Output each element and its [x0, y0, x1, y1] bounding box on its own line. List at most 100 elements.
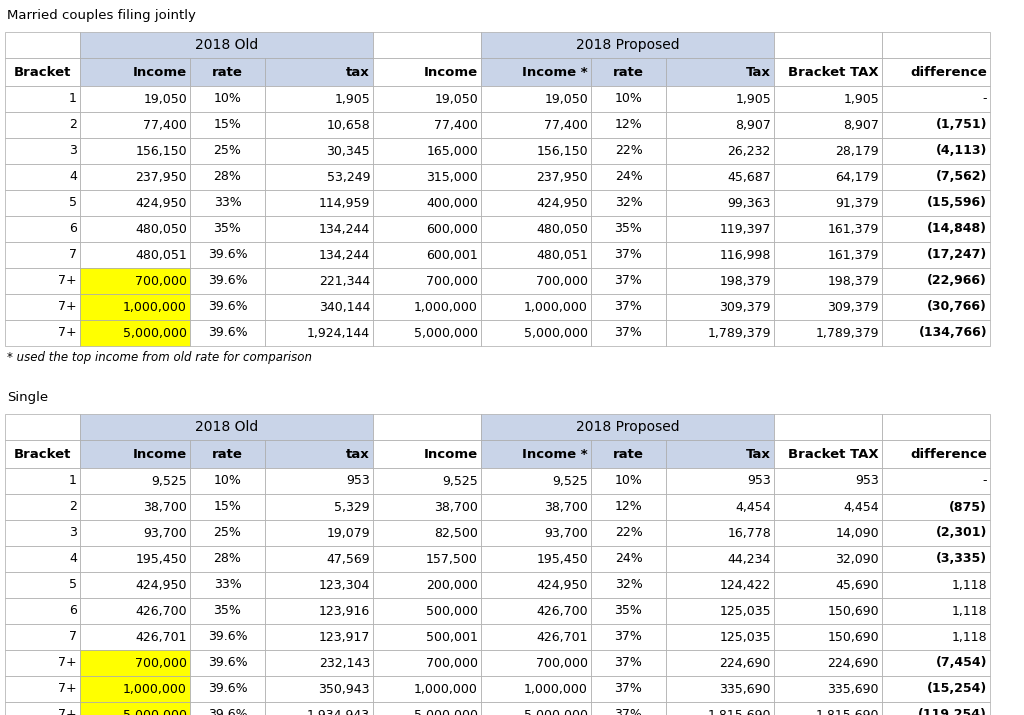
- Text: 37%: 37%: [614, 683, 642, 696]
- Bar: [80, 268, 190, 294]
- Text: (15,254): (15,254): [927, 683, 987, 696]
- Text: 7+: 7+: [58, 275, 77, 287]
- Bar: [373, 268, 481, 294]
- Bar: [190, 520, 265, 546]
- Text: 35%: 35%: [614, 222, 642, 235]
- Bar: [80, 650, 190, 676]
- Text: 77,400: 77,400: [434, 119, 478, 132]
- Bar: [265, 546, 373, 572]
- Bar: [882, 414, 990, 440]
- Text: 198,379: 198,379: [720, 275, 771, 287]
- Bar: [373, 624, 481, 650]
- Bar: [882, 190, 990, 216]
- Text: 38,700: 38,700: [143, 500, 187, 513]
- Text: 24%: 24%: [614, 553, 642, 566]
- Text: 1: 1: [70, 475, 77, 488]
- Bar: [80, 440, 190, 468]
- Bar: [190, 546, 265, 572]
- Text: 195,450: 195,450: [537, 553, 588, 566]
- Bar: [190, 112, 265, 138]
- Bar: [774, 164, 882, 190]
- Bar: [591, 650, 666, 676]
- Text: Income *: Income *: [522, 448, 588, 460]
- Text: 5,000,000: 5,000,000: [524, 327, 588, 340]
- Bar: [666, 494, 774, 520]
- Bar: [591, 294, 666, 320]
- Text: 237,950: 237,950: [135, 170, 187, 184]
- Bar: [5, 546, 80, 572]
- Bar: [5, 164, 80, 190]
- Bar: [373, 676, 481, 702]
- Bar: [5, 440, 80, 468]
- Bar: [5, 676, 80, 702]
- Text: Bracket: Bracket: [13, 448, 72, 460]
- Text: 224,690: 224,690: [827, 656, 879, 669]
- Bar: [265, 702, 373, 715]
- Text: 39.6%: 39.6%: [208, 683, 248, 696]
- Text: 116,998: 116,998: [720, 249, 771, 262]
- Bar: [5, 650, 80, 676]
- Bar: [265, 112, 373, 138]
- Bar: [774, 32, 882, 58]
- Text: 37%: 37%: [614, 327, 642, 340]
- Bar: [666, 676, 774, 702]
- Text: 125,035: 125,035: [720, 631, 771, 644]
- Text: 424,950: 424,950: [537, 197, 588, 209]
- Text: Tax: Tax: [746, 66, 771, 79]
- Bar: [591, 676, 666, 702]
- Bar: [80, 112, 190, 138]
- Text: (22,966): (22,966): [927, 275, 987, 287]
- Text: 500,000: 500,000: [426, 604, 478, 618]
- Bar: [591, 320, 666, 346]
- Text: 77,400: 77,400: [143, 119, 187, 132]
- Text: 424,950: 424,950: [135, 578, 187, 591]
- Text: 39.6%: 39.6%: [208, 327, 248, 340]
- Bar: [591, 216, 666, 242]
- Bar: [265, 494, 373, 520]
- Text: 9,525: 9,525: [552, 475, 588, 488]
- Text: 64,179: 64,179: [836, 170, 879, 184]
- Text: 3: 3: [70, 526, 77, 540]
- Bar: [190, 494, 265, 520]
- Bar: [265, 320, 373, 346]
- Bar: [666, 164, 774, 190]
- Text: (3,335): (3,335): [936, 553, 987, 566]
- Text: (875): (875): [949, 500, 987, 513]
- Bar: [190, 440, 265, 468]
- Text: 700,000: 700,000: [536, 275, 588, 287]
- Text: 156,150: 156,150: [537, 144, 588, 157]
- Bar: [190, 320, 265, 346]
- Text: 1,000,000: 1,000,000: [414, 683, 478, 696]
- Text: (15,596): (15,596): [927, 197, 987, 209]
- Text: 426,701: 426,701: [537, 631, 588, 644]
- Text: 309,379: 309,379: [720, 300, 771, 313]
- Text: (14,848): (14,848): [927, 222, 987, 235]
- Bar: [80, 702, 190, 715]
- Bar: [591, 190, 666, 216]
- Bar: [481, 414, 774, 440]
- Text: 47,569: 47,569: [327, 553, 370, 566]
- Text: 1,905: 1,905: [843, 92, 879, 106]
- Bar: [481, 242, 591, 268]
- Text: Income: Income: [424, 448, 478, 460]
- Bar: [666, 440, 774, 468]
- Bar: [373, 494, 481, 520]
- Bar: [80, 242, 190, 268]
- Bar: [591, 58, 666, 86]
- Bar: [591, 164, 666, 190]
- Bar: [80, 216, 190, 242]
- Bar: [5, 32, 80, 58]
- Bar: [190, 58, 265, 86]
- Text: 7: 7: [69, 631, 77, 644]
- Text: 35%: 35%: [214, 604, 242, 618]
- Text: 1,000,000: 1,000,000: [524, 300, 588, 313]
- Text: 22%: 22%: [614, 526, 642, 540]
- Text: 1,000,000: 1,000,000: [123, 300, 187, 313]
- Bar: [190, 676, 265, 702]
- Text: 10,658: 10,658: [327, 119, 370, 132]
- Bar: [591, 702, 666, 715]
- Bar: [882, 268, 990, 294]
- Text: Income: Income: [133, 66, 187, 79]
- Text: 1,789,379: 1,789,379: [708, 327, 771, 340]
- Text: 123,304: 123,304: [318, 578, 370, 591]
